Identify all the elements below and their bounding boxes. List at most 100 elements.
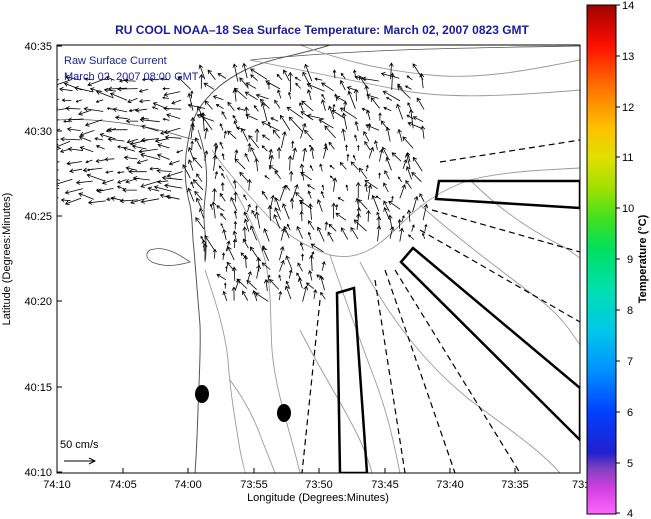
current-vector bbox=[64, 197, 82, 206]
current-vector bbox=[116, 170, 125, 175]
bathymetry-contours bbox=[204, 45, 580, 473]
current-vector bbox=[159, 193, 172, 199]
current-vector bbox=[343, 100, 348, 112]
current-vector bbox=[376, 225, 382, 242]
current-vector bbox=[406, 114, 414, 120]
current-vector bbox=[216, 205, 225, 212]
current-vector bbox=[119, 198, 138, 204]
current-vector bbox=[357, 144, 360, 151]
current-vector bbox=[368, 146, 375, 159]
current-vector bbox=[398, 176, 403, 183]
current-vector bbox=[196, 173, 203, 183]
current-vector bbox=[85, 159, 93, 164]
current-vector bbox=[242, 290, 249, 301]
y-tick-label: 40:30 bbox=[24, 126, 52, 138]
current-vector bbox=[86, 173, 106, 182]
current-vector bbox=[261, 145, 268, 152]
current-vector bbox=[396, 103, 404, 120]
current-vector bbox=[267, 274, 271, 282]
current-vector bbox=[298, 277, 303, 289]
current-vector bbox=[301, 100, 314, 112]
y-tick-label: 40:25 bbox=[24, 211, 52, 223]
current-vector bbox=[254, 292, 269, 302]
current-vector bbox=[222, 290, 228, 302]
current-vector bbox=[95, 144, 105, 150]
colorbar-label: Temperature (°C) bbox=[637, 214, 649, 303]
current-vector bbox=[307, 190, 312, 199]
current-vector bbox=[199, 207, 204, 219]
current-vector bbox=[341, 112, 348, 130]
current-vector bbox=[236, 107, 246, 111]
current-vector bbox=[389, 72, 395, 90]
current-vector bbox=[227, 101, 235, 111]
current-vector bbox=[60, 136, 81, 142]
current-vector bbox=[310, 243, 324, 253]
current-vector bbox=[232, 238, 237, 249]
current-vector bbox=[57, 178, 73, 186]
current-vector bbox=[289, 170, 294, 182]
current-vector bbox=[374, 140, 378, 150]
x-tick-label: 73:35 bbox=[501, 479, 529, 491]
current-vector bbox=[259, 98, 270, 109]
current-vector bbox=[365, 164, 369, 172]
raritan-shore bbox=[57, 119, 197, 141]
current-vector bbox=[299, 102, 304, 112]
colorbar-tick-label: 14 bbox=[622, 0, 634, 12]
current-vector bbox=[249, 225, 258, 241]
colorbar-tick-label: 9 bbox=[627, 254, 633, 266]
current-vector bbox=[278, 274, 282, 281]
current-vector bbox=[279, 259, 285, 272]
current-vector bbox=[261, 246, 270, 262]
current-vector bbox=[329, 164, 335, 170]
current-vector bbox=[105, 76, 115, 81]
current-vector bbox=[168, 160, 180, 166]
wedge-east-diagonal bbox=[399, 246, 580, 442]
current-vector bbox=[231, 266, 237, 281]
current-vector bbox=[255, 93, 269, 100]
annotation-line-2: March 02, 2007 08:00 GMT bbox=[64, 71, 199, 83]
current-vector bbox=[383, 200, 390, 212]
current-vector bbox=[166, 113, 181, 119]
current-vector bbox=[60, 148, 70, 153]
current-vector bbox=[391, 195, 394, 202]
current-vector bbox=[364, 179, 378, 190]
current-vector bbox=[424, 223, 428, 232]
current-vector bbox=[195, 197, 202, 209]
current-vector bbox=[204, 150, 209, 161]
current-vector bbox=[328, 105, 335, 120]
current-vector bbox=[399, 184, 406, 199]
current-vector bbox=[243, 194, 248, 201]
current-vector bbox=[289, 197, 295, 209]
current-vector bbox=[149, 77, 160, 82]
current-vector bbox=[107, 137, 125, 142]
current-vector bbox=[385, 126, 391, 142]
current-vector bbox=[217, 73, 227, 79]
current-vector bbox=[202, 242, 208, 260]
current-vector bbox=[57, 138, 59, 140]
current-vector bbox=[355, 181, 361, 199]
current-vector bbox=[332, 177, 338, 192]
current-vector bbox=[279, 246, 285, 261]
current-vector bbox=[261, 262, 271, 270]
current-vector bbox=[411, 171, 422, 183]
current-vector bbox=[212, 95, 224, 101]
current-vector bbox=[321, 93, 326, 100]
current-vector bbox=[261, 134, 271, 141]
x-tick-label: 74:05 bbox=[109, 479, 137, 491]
colorbar-tick-label: 12 bbox=[622, 102, 634, 114]
wedge-south-vertical bbox=[335, 286, 369, 473]
current-vector bbox=[232, 230, 238, 242]
current-vector bbox=[300, 122, 307, 139]
current-vector bbox=[233, 87, 248, 100]
current-vector bbox=[274, 99, 281, 109]
surface-current-vectors bbox=[57, 62, 429, 302]
current-vector bbox=[96, 188, 114, 194]
current-vector bbox=[221, 252, 226, 260]
annotation-line-1: Raw Surface Current bbox=[64, 55, 167, 67]
current-vector bbox=[332, 103, 336, 111]
current-vector bbox=[226, 261, 236, 272]
current-vector bbox=[254, 211, 261, 229]
current-vector bbox=[242, 238, 249, 249]
current-vector bbox=[243, 211, 249, 221]
current-vector bbox=[300, 111, 314, 121]
